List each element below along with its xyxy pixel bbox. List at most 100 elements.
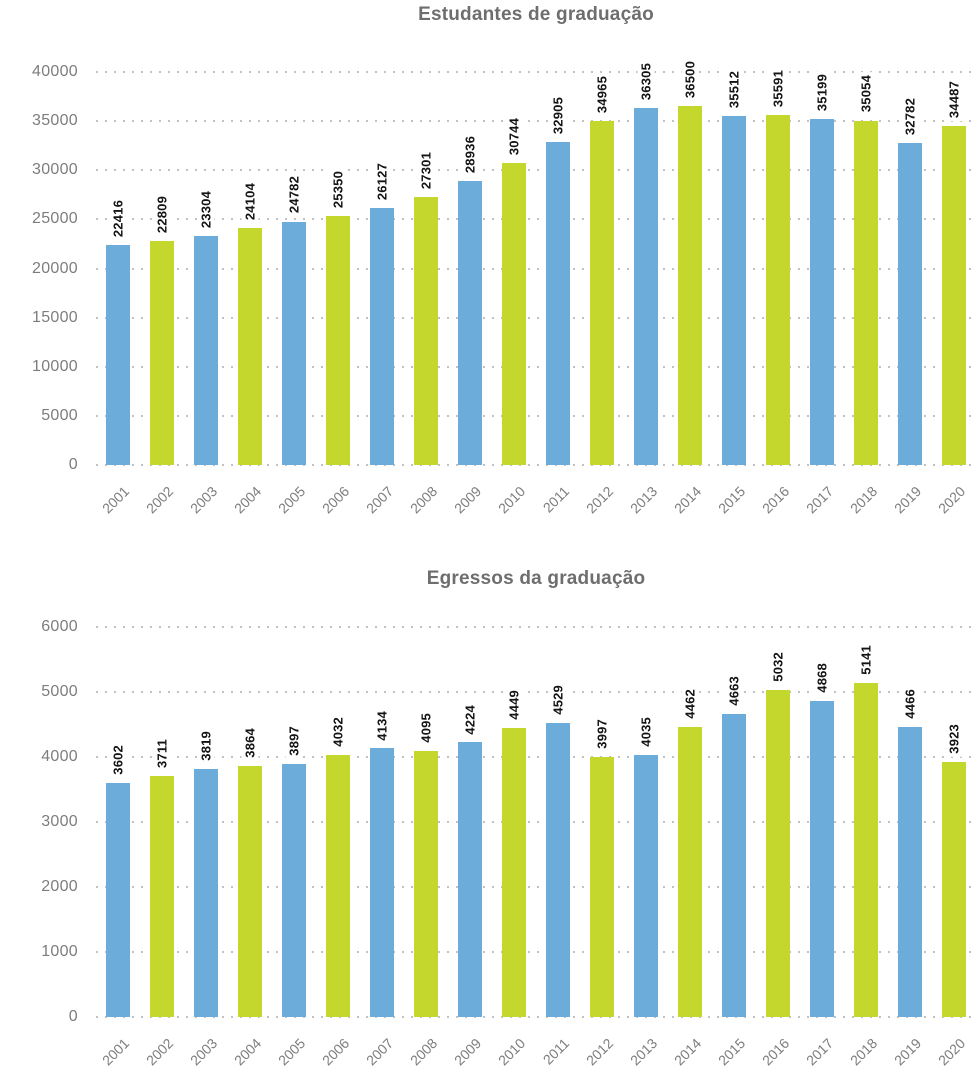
gridline-y-4000 [96,756,976,759]
bar-value-label-2019: 4466 [901,685,919,722]
bar-value-label-2004: 3864 [241,725,259,761]
x-axis: 2001 2002 2003 2004 2005 2006 2007 2008 2009 2010… [96,481,976,545]
bar-2017 [810,700,834,1017]
x-axis-label-2006: 2006 [318,1035,353,1069]
y-axis-label-0: 0 [68,1008,78,1025]
gridline-y-15000 [96,316,976,319]
x-axis-label-2011: 2011 [539,1035,573,1068]
bar-value-label-2016: 5032 [769,649,787,685]
y-axis-label-20000: 20000 [32,259,78,277]
x-axis-label-2018: 2018 [846,1035,881,1069]
bar-2020 [942,126,966,465]
bar-2020 [942,762,966,1017]
x-axis-label-2011: 2011 [539,483,573,516]
bar-value-label-2019: 32782 [901,94,919,138]
x-axis-label-2012: 2012 [582,483,617,517]
chart-title: Egressos da graduação [426,568,646,589]
y-axis-label-2000: 2000 [41,878,78,896]
x-axis-label-2020: 2020 [934,1035,969,1069]
x-axis-label-2004: 2004 [230,483,265,517]
x-axis-label-2017: 2017 [802,483,837,517]
bar-2001 [106,244,130,465]
bar-value-label-2020: 34487 [945,78,963,122]
x-axis-label-2020: 2020 [934,483,969,517]
bar-value-label-2014: 36500 [681,58,699,102]
x-axis-label-2008: 2008 [406,1035,441,1069]
plot-area: 3602 3711 3819 3864 3897 4032 4134 4095 4224 4449… [96,626,976,1018]
x-axis-label-2018: 2018 [846,483,881,517]
y-axis-label-0: 0 [68,456,78,473]
gridline-y-6000 [96,626,976,628]
x-axis-label-2013: 2013 [626,1035,661,1069]
bar-value-label-2014: 4462 [681,686,699,722]
bar-value-label-2005: 3897 [285,722,303,759]
x-axis-label-2014: 2014 [670,483,705,517]
gridline-y-3000 [96,821,976,823]
gridline-y-30000 [96,169,976,172]
chart-egressos-graduacao: Egressos da graduação 0 1000 2000 3000 4000 5… [0,556,980,1080]
x-axis-label-2001: 2001 [98,1035,133,1069]
bar-2017 [810,119,834,465]
bar-2004 [238,228,262,465]
bar-2006 [326,754,350,1017]
y-axis-label-40000: 40000 [32,63,78,80]
gridline-y-5000 [96,691,976,693]
bar-2008 [414,196,438,465]
bar-2018 [854,120,878,465]
bar-2015 [722,713,746,1017]
x-axis-label-2001: 2001 [98,483,133,517]
bar-2012 [590,757,614,1017]
bar-value-label-2003: 23304 [197,187,215,232]
plot-area: 22416 22809 23304 24104 24782 25350 26127 27301… [96,58,976,466]
bar-2016 [766,115,790,465]
bar-value-label-2010: 4449 [505,687,523,723]
bar-2019 [898,142,922,465]
gridline-y-35000 [96,120,976,123]
y-axis-label-35000: 35000 [32,112,78,130]
bar-value-label-2017: 35199 [813,71,831,115]
x-axis-label-2009: 2009 [450,1035,485,1069]
bar-value-label-2007: 26127 [373,160,391,204]
bar-2007 [370,748,394,1017]
x-axis-label-2002: 2002 [142,1035,177,1069]
bar-value-label-2010: 30744 [505,114,523,158]
x-axis-label-2016: 2016 [758,483,793,517]
bar-value-label-2005: 24782 [285,173,303,217]
gridline-y-2000 [96,886,976,889]
y-axis: 0 5000 10000 15000 20000 25000 30000 35000 40000 [0,63,78,473]
x-axis-label-2006: 2006 [318,483,353,517]
bar-value-label-2008: 27301 [417,148,435,192]
gridline-y-0 [96,1016,976,1018]
y-axis-label-4000: 4000 [41,748,78,766]
bar-value-label-2004: 24104 [241,180,259,224]
bar-2014 [678,106,702,465]
bar-2015 [722,116,746,465]
chart-estudantes-graduacao: Estudantes de graduação 0 5000 10000 15000 2… [0,4,976,516]
bar-2002 [150,775,174,1017]
bar-value-label-2013: 4035 [637,714,655,750]
x-axis-label-2019: 2019 [890,1035,925,1069]
x-axis-label-2002: 2002 [142,483,177,517]
x-axis-label-2019: 2019 [890,483,925,517]
y-axis-label-10000: 10000 [32,357,78,375]
gridline-y-40000 [96,71,976,73]
y-axis-label-25000: 25000 [32,210,78,228]
bar-value-label-2017: 4868 [813,659,831,696]
bar-value-label-2020: 3923 [945,721,963,758]
bar-value-label-2001: 3602 [109,742,127,778]
x-axis-label-2007: 2007 [362,483,397,517]
bar-2011 [546,141,570,465]
bar-2013 [634,108,658,465]
x-axis-label-2016: 2016 [758,1035,793,1069]
y-axis-label-5000: 5000 [41,683,78,700]
bar-value-label-2006: 25350 [329,167,347,211]
x-axis-label-2003: 2003 [186,483,221,517]
bar-2016 [766,689,790,1017]
bar-2019 [898,726,922,1017]
y-axis-label-15000: 15000 [32,308,78,326]
bar-value-label-2016: 35591 [769,67,787,111]
bar-2013 [634,754,658,1017]
bar-value-label-2013: 36305 [637,60,655,104]
x-axis-label-2005: 2005 [274,483,309,517]
